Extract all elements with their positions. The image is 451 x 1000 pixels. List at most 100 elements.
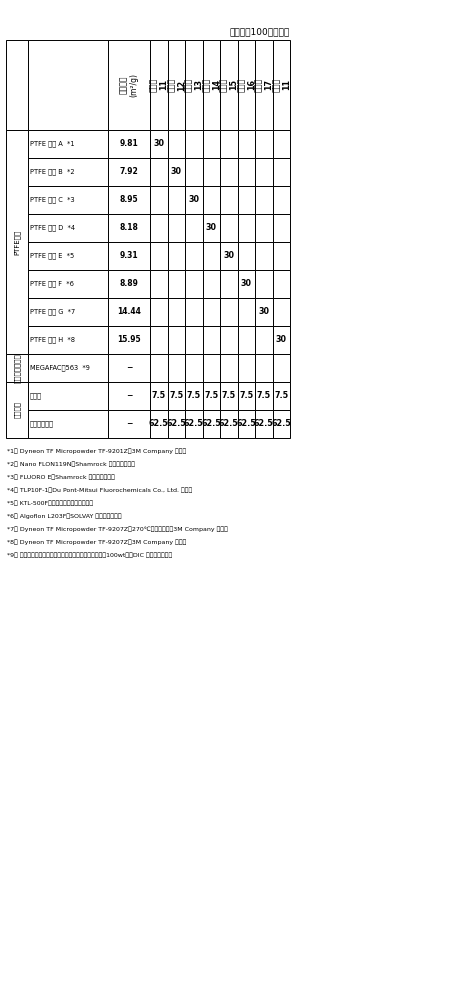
Bar (255, 382, 272, 410)
Text: *1： Dyneon TF Micropowder TF-9201Z（3M Company 制造）: *1： Dyneon TF Micropowder TF-9201Z（3M Co… (7, 448, 186, 454)
Bar (28, 326, 108, 354)
Text: PTFE 粉末 D  *4: PTFE 粉末 D *4 (30, 225, 75, 231)
Bar (185, 354, 202, 382)
Bar (150, 270, 167, 298)
Bar (6, 382, 28, 438)
Bar (238, 186, 255, 214)
Bar (202, 242, 220, 270)
Text: PTFE 粉末 A  *1: PTFE 粉末 A *1 (30, 141, 74, 147)
Bar (220, 410, 238, 438)
Bar (28, 158, 108, 186)
Text: 9.31: 9.31 (120, 251, 138, 260)
Text: 30: 30 (241, 279, 252, 288)
Bar (220, 354, 238, 382)
Text: 62.5: 62.5 (202, 420, 221, 428)
Text: −: − (126, 363, 132, 372)
Bar (238, 130, 255, 158)
Bar (202, 40, 220, 130)
Bar (28, 410, 108, 438)
Bar (220, 158, 238, 186)
Bar (108, 270, 150, 298)
Bar (272, 186, 290, 214)
Bar (185, 298, 202, 326)
Text: 30: 30 (188, 196, 199, 205)
Text: 14.44: 14.44 (117, 308, 141, 316)
Bar (108, 382, 150, 410)
Bar (255, 186, 272, 214)
Bar (272, 410, 290, 438)
Text: −: − (126, 420, 132, 428)
Bar (185, 158, 202, 186)
Bar (167, 298, 185, 326)
Bar (272, 158, 290, 186)
Bar (185, 242, 202, 270)
Bar (108, 242, 150, 270)
Text: 9.81: 9.81 (120, 139, 138, 148)
Bar (167, 130, 185, 158)
Bar (28, 214, 108, 242)
Bar (167, 158, 185, 186)
Text: PTFE 粉末 B  *2: PTFE 粉末 B *2 (30, 169, 74, 175)
Text: 7.5: 7.5 (239, 391, 253, 400)
Text: 30: 30 (258, 308, 269, 316)
Bar (150, 40, 167, 130)
Bar (6, 130, 28, 354)
Text: 30: 30 (153, 139, 164, 148)
Text: 7.5: 7.5 (152, 391, 166, 400)
Bar (272, 130, 290, 158)
Bar (28, 242, 108, 270)
Text: PTFE 粉末 F  *6: PTFE 粉末 F *6 (30, 281, 74, 287)
Bar (167, 40, 185, 130)
Bar (28, 186, 108, 214)
Text: PTFE 粉末 E  *5: PTFE 粉末 E *5 (30, 253, 74, 259)
Bar (150, 326, 167, 354)
Bar (272, 354, 290, 382)
Bar (202, 270, 220, 298)
Text: PTFE 粉末 H  *8: PTFE 粉末 H *8 (30, 337, 75, 343)
Text: 62.5: 62.5 (219, 420, 239, 428)
Bar (108, 40, 150, 130)
Text: *2： Nano FLON119N（Shamrock 株式会社制造）: *2： Nano FLON119N（Shamrock 株式会社制造） (7, 461, 135, 467)
Bar (167, 354, 185, 382)
Bar (185, 270, 202, 298)
Bar (220, 130, 238, 158)
Text: *7： Dyneon TF Micropowder TF-9207Z（270℃加熱処理）（3M Company 制造）: *7： Dyneon TF Micropowder TF-9207Z（270℃加… (7, 526, 228, 532)
Text: 比表面積
(m²/g): 比表面積 (m²/g) (120, 73, 139, 97)
Bar (220, 298, 238, 326)
Bar (272, 270, 290, 298)
Text: 8.95: 8.95 (120, 196, 138, 205)
Text: エポキシ樹脂: エポキシ樹脂 (30, 421, 54, 427)
Text: 62.5: 62.5 (236, 420, 256, 428)
Text: 7.5: 7.5 (257, 391, 271, 400)
Bar (150, 382, 167, 410)
Bar (167, 382, 185, 410)
Bar (272, 326, 290, 354)
Bar (202, 186, 220, 214)
Text: PTFE 粉末 C  *3: PTFE 粉末 C *3 (30, 197, 74, 203)
Text: 実施例
13: 実施例 13 (184, 78, 203, 92)
Text: 8.18: 8.18 (120, 224, 138, 232)
Bar (28, 298, 108, 326)
Bar (272, 242, 290, 270)
Bar (202, 130, 220, 158)
Bar (255, 130, 272, 158)
Bar (185, 214, 202, 242)
Bar (28, 354, 108, 382)
Bar (202, 158, 220, 186)
Bar (185, 186, 202, 214)
Bar (238, 214, 255, 242)
Text: 実施例
11: 実施例 11 (149, 78, 169, 92)
Text: 62.5: 62.5 (184, 420, 203, 428)
Bar (150, 130, 167, 158)
Bar (150, 298, 167, 326)
Bar (202, 354, 220, 382)
Text: 7.92: 7.92 (120, 167, 138, 176)
Text: 7.5: 7.5 (274, 391, 288, 400)
Bar (255, 298, 272, 326)
Bar (272, 40, 290, 130)
Text: MEGAFAC－563  *9: MEGAFAC－563 *9 (30, 365, 90, 371)
Bar (202, 214, 220, 242)
Bar (202, 298, 220, 326)
Text: 30: 30 (276, 336, 287, 344)
Bar (150, 242, 167, 270)
